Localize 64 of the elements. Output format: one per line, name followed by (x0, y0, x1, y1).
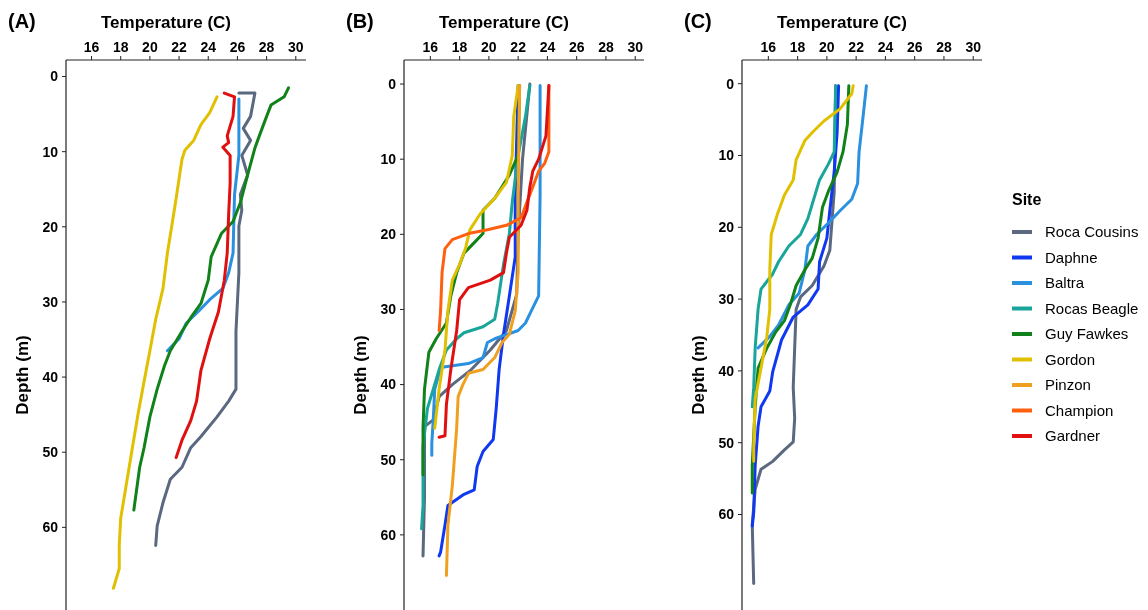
y-tick-label: 0 (50, 68, 59, 85)
y-tick-label: 40 (42, 368, 59, 385)
chart-title: (C) (684, 10, 712, 32)
y-tick-label: 50 (718, 434, 735, 451)
y-tick-label: 40 (380, 376, 397, 393)
y-tick-label: 20 (380, 226, 397, 243)
y-axis-title: Depth (m) (13, 335, 32, 415)
legend-label: Roca Cousins (1045, 223, 1139, 241)
x-tick-label: 18 (112, 39, 129, 55)
x-tick-label: 26 (568, 39, 585, 55)
x-tick-label: 30 (627, 39, 644, 55)
chart-title: (B) (346, 10, 374, 32)
y-tick-label: 40 (718, 362, 735, 379)
y-tick-label: 60 (42, 519, 59, 536)
legend-label: Champion (1045, 401, 1114, 419)
x-tick-label: 28 (598, 39, 614, 55)
x-tick-label: 28 (936, 39, 952, 55)
x-tick-label: 30 (965, 39, 982, 55)
x-tick-label: 20 (819, 39, 835, 55)
x-axis-title: Temperature (C) (100, 13, 232, 32)
x-tick-label: 18 (451, 39, 468, 55)
x-axis-title: Temperature (C) (776, 13, 908, 32)
y-tick-label: 50 (380, 451, 397, 468)
legend-label: Pinzon (1045, 376, 1091, 394)
x-tick-label: 18 (789, 39, 806, 55)
y-tick-label: 10 (718, 147, 735, 164)
legend-label: Guy Fawkes (1045, 325, 1129, 343)
x-tick-label: 24 (877, 39, 894, 55)
x-tick-label: 16 (760, 39, 777, 55)
legend-label: Gordon (1045, 350, 1096, 368)
x-tick-label: 16 (83, 39, 100, 55)
x-tick-label: 16 (422, 39, 439, 55)
x-tick-label: 24 (200, 39, 217, 55)
y-tick-label: 60 (380, 526, 397, 543)
chart-title: (A) (8, 10, 36, 32)
x-tick-label: 22 (848, 39, 865, 55)
y-tick-label: 50 (42, 444, 59, 461)
y-tick-label: 10 (42, 143, 59, 160)
y-tick-label: 0 (726, 75, 735, 92)
legend-label: Daphne (1045, 248, 1098, 266)
legend-label: Rocas Beagle (1045, 299, 1139, 317)
y-tick-label: 10 (380, 151, 397, 168)
y-tick-label: 20 (42, 218, 59, 235)
x-tick-label: 26 (229, 39, 246, 55)
legend-label: Gardner (1045, 427, 1101, 445)
x-tick-label: 22 (510, 39, 527, 55)
x-tick-label: 30 (288, 39, 304, 55)
y-tick-label: 30 (718, 291, 735, 307)
y-tick-label: 20 (718, 219, 735, 236)
x-tick-label: 20 (481, 39, 497, 55)
legend-title: Site (1012, 191, 1042, 208)
x-tick-label: 20 (142, 39, 158, 55)
y-tick-label: 30 (42, 293, 59, 310)
x-tick-label: 22 (171, 39, 188, 55)
x-tick-label: 28 (258, 39, 275, 55)
y-axis-title: Depth (m) (351, 335, 370, 415)
x-tick-label: 24 (539, 39, 556, 55)
y-tick-label: 0 (388, 75, 397, 92)
x-axis-title: Temperature (C) (438, 13, 570, 32)
y-tick-label: 30 (380, 301, 397, 318)
legend-label: Baltra (1045, 274, 1085, 292)
y-tick-label: 60 (718, 506, 735, 523)
x-tick-label: 26 (906, 39, 923, 55)
y-axis-title: Depth (m) (689, 335, 708, 415)
